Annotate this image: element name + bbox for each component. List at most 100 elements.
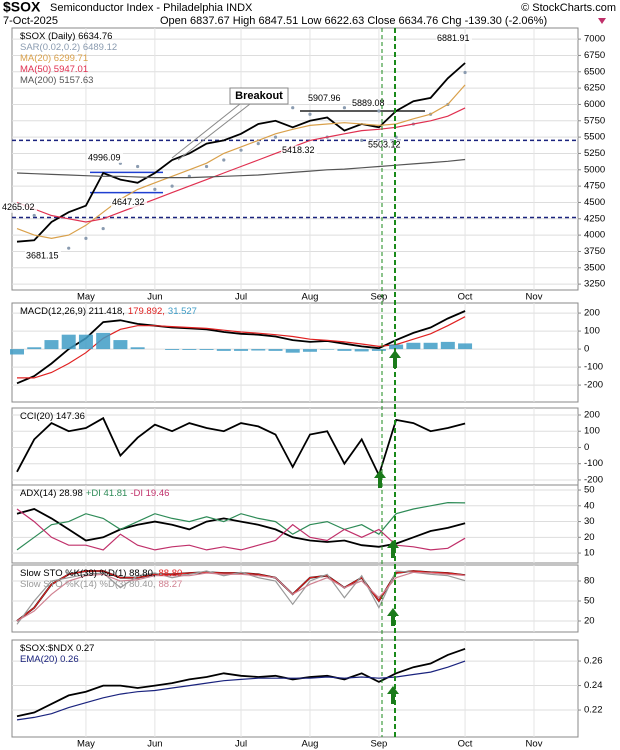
y-tick-label: 30 — [584, 516, 595, 527]
sar-dot — [360, 138, 364, 142]
histogram-bar — [199, 349, 214, 350]
y-tick-label: 5500 — [584, 132, 605, 143]
legend-text: $SOX:$NDX 0.27 — [20, 643, 94, 654]
callout-pointer — [171, 103, 241, 159]
histogram-bar — [251, 349, 266, 351]
callout-box — [229, 87, 289, 105]
y-tick-label: 4000 — [584, 230, 605, 241]
sar-dot — [377, 109, 381, 113]
y-tick-label: 40 — [584, 500, 595, 511]
legend-text: EMA(20) 0.26 — [20, 654, 79, 665]
legend-text: 88.80 — [159, 568, 183, 579]
series-line — [16, 501, 466, 551]
annotation-bg — [436, 33, 472, 44]
y-tick-label: -200 — [584, 474, 603, 485]
legend-entry: MA(20) 6299.71 — [20, 53, 88, 64]
histogram-bar — [216, 349, 231, 351]
y-tick-label: 100 — [584, 326, 600, 337]
x-tick-label: Jul — [235, 292, 247, 303]
price-annotation: 3681.15 — [26, 250, 59, 260]
series-line — [16, 660, 466, 721]
histogram-bar — [27, 347, 42, 350]
sar-dot — [273, 135, 278, 139]
legend-text: SAR(0.02,0.2) 6489.12 — [20, 42, 117, 53]
histogram-bar — [337, 349, 352, 351]
histogram-bar — [165, 349, 180, 350]
sar-dot — [256, 142, 260, 146]
legend-text: ADX(14) 28.98 — [20, 488, 83, 499]
y-tick-label: 6750 — [584, 50, 605, 61]
credit: © StockCharts.com — [521, 2, 616, 14]
x-tick-label: Jul — [235, 739, 247, 750]
index-name: Semiconductor Index - Philadelphia INDX — [50, 2, 253, 14]
x-tick-label: Oct — [458, 292, 473, 303]
series-line — [16, 62, 466, 243]
legend-entry: SAR(0.02,0.2) 6489.12 — [20, 42, 117, 53]
y-tick-label: -100 — [584, 362, 603, 373]
y-tick-label: 50 — [584, 485, 595, 496]
y-tick-label: 200 — [584, 308, 600, 319]
signal-lines — [381, 28, 396, 737]
legend-entry: MACD(12,26,9) 211.418, 179.892, 31.527 — [20, 306, 197, 317]
annotation-bg — [25, 250, 61, 261]
legend-text: +DI 41.81 — [86, 488, 127, 499]
sar-dot — [84, 236, 88, 240]
legend-text: Slow STO %K(14) %D(3) 80.40, — [20, 579, 156, 590]
x-tick-label: Sep — [370, 739, 387, 750]
histogram-bar — [371, 349, 386, 351]
panel — [11, 407, 579, 486]
histogram-bar — [302, 349, 317, 352]
y-tick-label: 3250 — [584, 279, 605, 290]
legend-entry: Slow STO %K(14) %D(3) 80.40, 88.27 — [20, 579, 182, 590]
legend-text: MA(20) 6299.71 — [20, 53, 88, 64]
y-tick-label: 6000 — [584, 99, 605, 110]
y-tick-label: 200 — [584, 410, 600, 421]
histogram-bar — [182, 349, 197, 350]
sar-dot — [342, 106, 347, 110]
x-tick-label: Oct — [458, 739, 473, 750]
legend-text: 179.892, — [128, 306, 165, 317]
y-tick-label: 4500 — [584, 197, 605, 208]
sar-dot — [101, 226, 105, 231]
legend-entry: MA(200) 5157.63 — [20, 75, 93, 86]
histogram-bar — [61, 334, 76, 350]
legend-text: MA(200) 5157.63 — [20, 75, 93, 86]
legend-entry: MA(50) 5947.01 — [20, 64, 88, 75]
x-tick-label: Aug — [302, 739, 319, 750]
price-annotation: 5503.12 — [368, 139, 401, 149]
legend-text: MA(50) 5947.01 — [20, 64, 88, 75]
x-tick-label: May — [77, 739, 95, 750]
price-annotation: 4996.09 — [88, 152, 121, 162]
histogram-bar — [78, 334, 93, 350]
y-tick-label: 3500 — [584, 262, 605, 273]
panel — [11, 484, 579, 564]
y-tick-label: 0 — [584, 344, 589, 355]
price-annotation: 4265.02 — [2, 202, 35, 212]
legend-text: 31.527 — [168, 306, 197, 317]
series-line — [16, 570, 466, 625]
annotation-bg — [351, 98, 387, 109]
y-tick-label: 20 — [584, 616, 595, 627]
callout-text: Breakout — [235, 90, 283, 102]
y-tick-label: 0 — [584, 442, 589, 453]
series-line — [16, 310, 466, 385]
annotation-bg — [111, 197, 147, 208]
annotation-bg — [367, 139, 403, 150]
x-tick-label: May — [77, 292, 95, 303]
y-tick-label: 5250 — [584, 148, 605, 159]
y-tick-label: 6500 — [584, 66, 605, 77]
sar-dot — [308, 112, 312, 116]
histogram-bar — [130, 347, 145, 350]
sar-dot — [204, 164, 209, 169]
histogram-bar — [389, 344, 404, 350]
x-tick-label: Jun — [147, 739, 162, 750]
x-tick-label: Sep — [370, 292, 387, 303]
legend-text: -DI 19.46 — [130, 488, 169, 499]
annotation-bg — [87, 153, 123, 164]
sar-dot — [463, 70, 467, 75]
price-annotation: 5889.08 — [352, 98, 385, 108]
histogram-bar — [423, 342, 438, 350]
series-line — [16, 571, 466, 622]
y-tick-label: -100 — [584, 458, 603, 469]
series-line — [16, 158, 466, 179]
